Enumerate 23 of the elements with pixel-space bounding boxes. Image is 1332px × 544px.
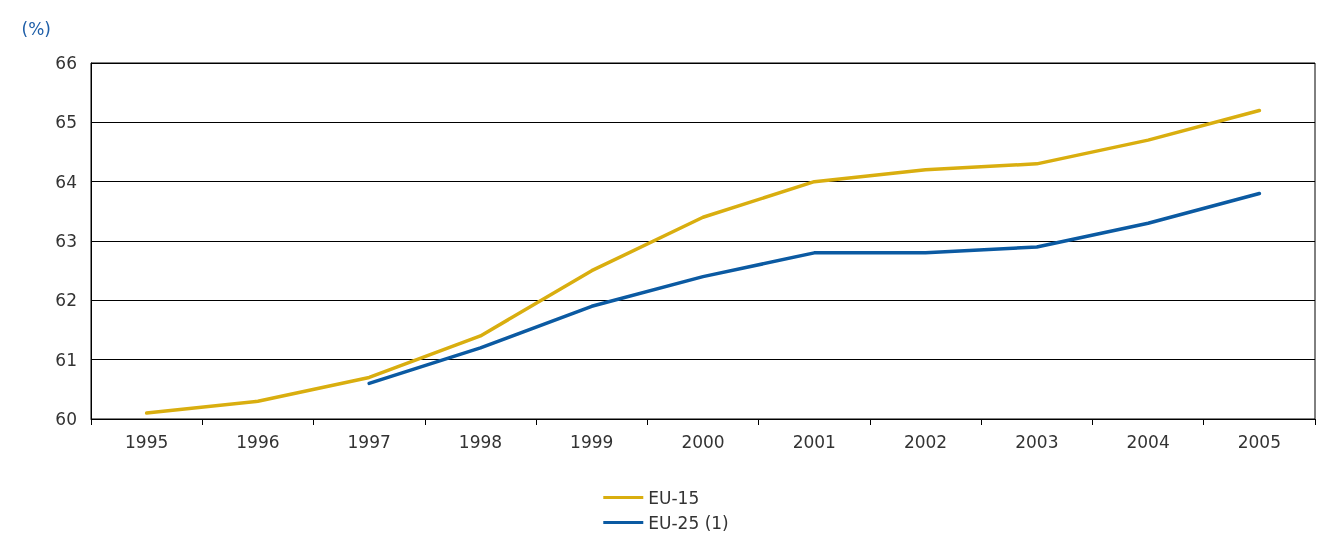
line-series [367, 191, 1262, 386]
x-tick-label: 2004 [1126, 431, 1170, 452]
x-tick-label: 2001 [792, 431, 836, 452]
legend-label: EU-25 (1) [648, 512, 729, 533]
x-tick-label: 1997 [347, 431, 391, 452]
x-tick-label: 1999 [570, 431, 614, 452]
y-tick-label: 63 [55, 231, 77, 251]
legend-label: EU-15 [648, 487, 700, 508]
x-tick-label: 1996 [236, 431, 280, 452]
y-tick-label: 61 [55, 349, 77, 370]
x-tick-label: 2002 [903, 431, 948, 452]
y-tick-label: 60 [55, 409, 77, 429]
y-tick-label: 64 [55, 171, 77, 192]
y-axis-title: (%) [21, 18, 51, 39]
y-tick-label: 66 [55, 53, 77, 73]
y-tick-label: 65 [55, 112, 77, 133]
x-tick-label: 2003 [1015, 431, 1059, 452]
x-tick-label: 2005 [1237, 431, 1281, 452]
x-tick-label: 1998 [458, 431, 503, 452]
y-tick-label: 62 [55, 290, 77, 311]
line-series [144, 108, 1262, 415]
x-tick-label: 2000 [681, 431, 725, 452]
x-tick-label: 1995 [125, 431, 169, 452]
